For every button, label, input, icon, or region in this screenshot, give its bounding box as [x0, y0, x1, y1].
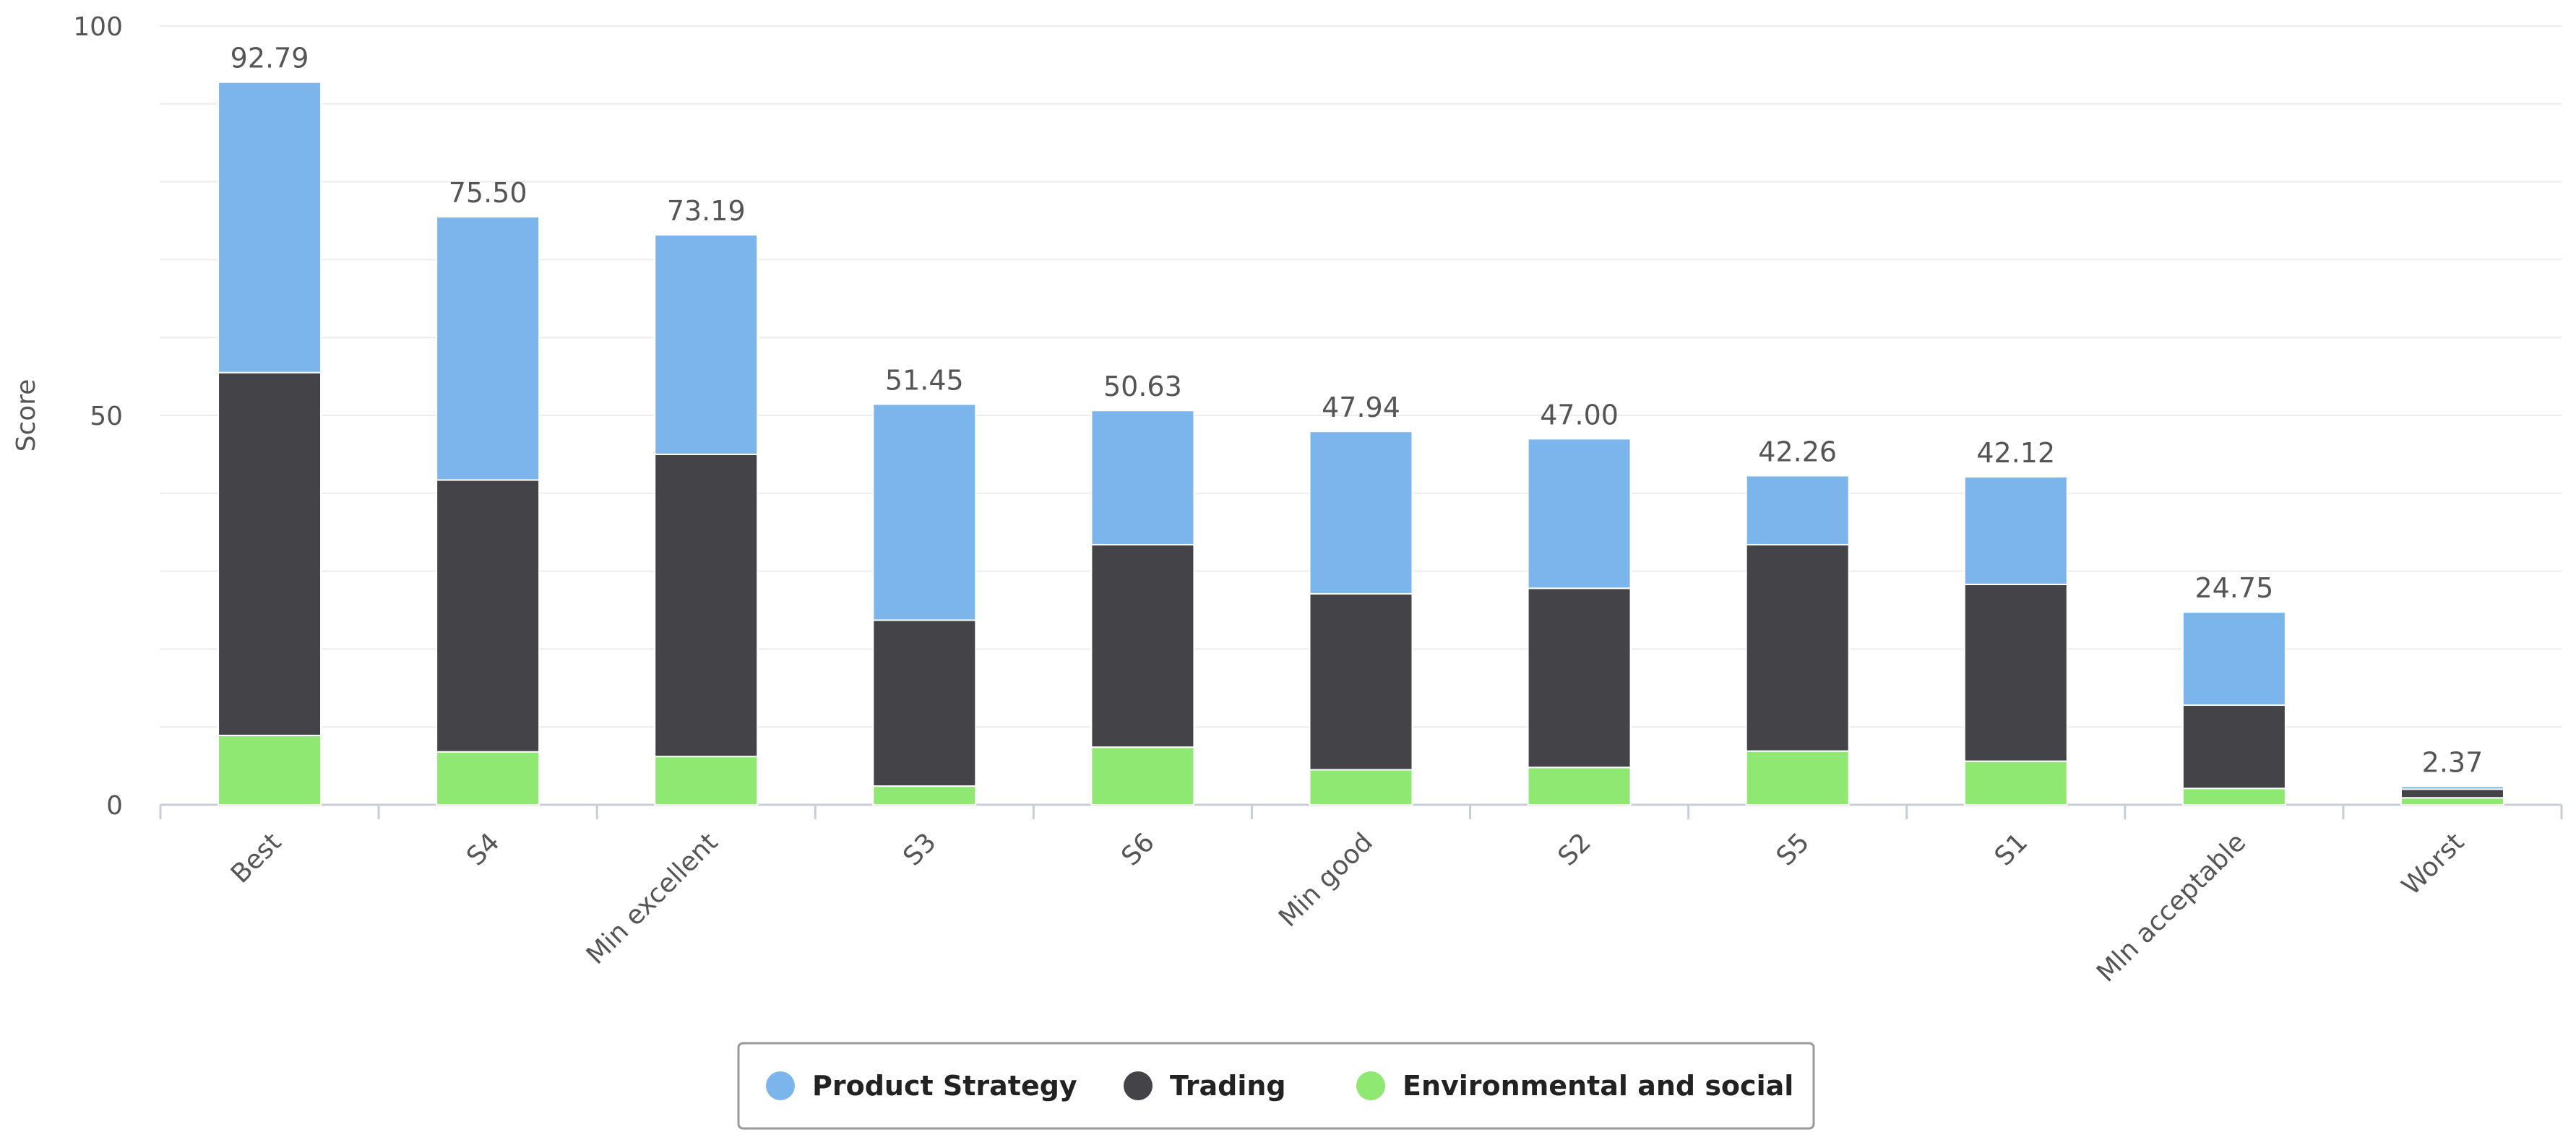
total-value-label: 51.45 [885, 364, 964, 396]
x-tick-label: Worst [2396, 827, 2470, 901]
y-tick-label: 50 [90, 402, 123, 431]
x-tick-label: S5 [1771, 827, 1815, 871]
grid-lines [160, 25, 2562, 728]
x-tick-label: Best [225, 827, 287, 889]
bar-segment[interactable] [1745, 750, 1850, 806]
y-tick-label: 0 [106, 791, 123, 821]
bar-segment[interactable] [654, 234, 759, 455]
total-value-label: 24.75 [2194, 572, 2273, 604]
x-axis-labels: Best S4 Min excellent S3 S6 Min good S2 S5 S1 Mln… [225, 827, 2470, 988]
legend-label: Product Strategy [812, 1070, 1077, 1102]
legend-marker [1124, 1071, 1153, 1100]
bar-segment[interactable] [2181, 611, 2286, 707]
bar-segment[interactable] [872, 619, 977, 787]
total-value-label: 47.00 [1540, 399, 1619, 431]
x-tick-label: S3 [897, 827, 942, 871]
total-value-label: 73.19 [667, 195, 746, 227]
total-value-label: 50.63 [1103, 371, 1182, 402]
bar-segment[interactable] [1527, 438, 1632, 590]
x-tick-label: Mln acceptable [2091, 827, 2252, 988]
bar-segment[interactable] [1309, 769, 1413, 806]
legend-marker [766, 1071, 795, 1100]
bar-segment[interactable] [654, 453, 759, 758]
legend-item[interactable]: Product Strategy [766, 1070, 1077, 1102]
legend-label: Environmental and social [1403, 1070, 1793, 1102]
bar-segment[interactable] [217, 371, 322, 737]
bar-segment[interactable] [1745, 475, 1850, 545]
data-labels: 92.79 75.50 73.19 51.45 50.63 47.94 47.00 42.26… [231, 43, 2484, 779]
x-tick-label: Min excellent [581, 827, 724, 970]
x-tick-label: S2 [1553, 827, 1597, 871]
x-tick-label: S4 [461, 827, 505, 871]
legend-item[interactable]: Trading [1124, 1070, 1286, 1102]
bar-segment[interactable] [872, 403, 977, 621]
bars [217, 81, 2504, 806]
bar-segment[interactable] [1963, 475, 2068, 585]
legend-label: Trading [1170, 1070, 1286, 1102]
x-tick-label: Min good [1273, 827, 1379, 933]
bar-segment[interactable] [1090, 410, 1195, 545]
bar-segment[interactable] [2400, 788, 2504, 799]
total-value-label: 92.79 [231, 43, 309, 74]
legend: Product Strategy Trading Environmental and… [737, 1042, 1815, 1130]
y-tick-label: 100 [73, 12, 123, 42]
bar-segment[interactable] [1745, 543, 1850, 752]
legend-marker [1356, 1071, 1385, 1100]
bar-segment[interactable] [2181, 704, 2286, 790]
axes: Score 0 50 100 [12, 12, 2563, 821]
bar-segment[interactable] [1090, 543, 1195, 748]
bar-segment[interactable] [654, 756, 759, 806]
legend-item[interactable]: Environmental and social [1356, 1070, 1793, 1102]
y-axis-title: Score [12, 379, 41, 452]
total-value-label: 42.26 [1758, 436, 1837, 467]
x-tick-label: S6 [1116, 827, 1160, 871]
x-tick-label: S1 [1989, 827, 2033, 871]
bar-segment[interactable] [1090, 746, 1195, 806]
total-value-label: 42.12 [1976, 437, 2055, 469]
bar-segment[interactable] [1527, 587, 1632, 769]
bar-segment[interactable] [1963, 760, 2068, 806]
total-value-label: 47.94 [1322, 392, 1400, 423]
bar-segment[interactable] [1309, 431, 1413, 595]
bar-segment[interactable] [1309, 592, 1413, 771]
bar-segment[interactable] [2400, 797, 2504, 806]
bar-segment[interactable] [217, 81, 322, 373]
bar-segment[interactable] [436, 751, 540, 806]
bar-segment[interactable] [2181, 787, 2286, 806]
bar-segment[interactable] [1527, 767, 1632, 806]
bar-segment[interactable] [217, 735, 322, 806]
total-value-label: 75.50 [449, 177, 527, 209]
bar-segment[interactable] [1963, 583, 2068, 762]
bar-segment[interactable] [436, 216, 540, 481]
bar-segment[interactable] [872, 785, 977, 806]
bar-segment[interactable] [2400, 785, 2504, 790]
total-value-label: 2.37 [2422, 746, 2484, 778]
bar-segment[interactable] [436, 479, 540, 753]
legend-box [737, 1042, 1815, 1130]
